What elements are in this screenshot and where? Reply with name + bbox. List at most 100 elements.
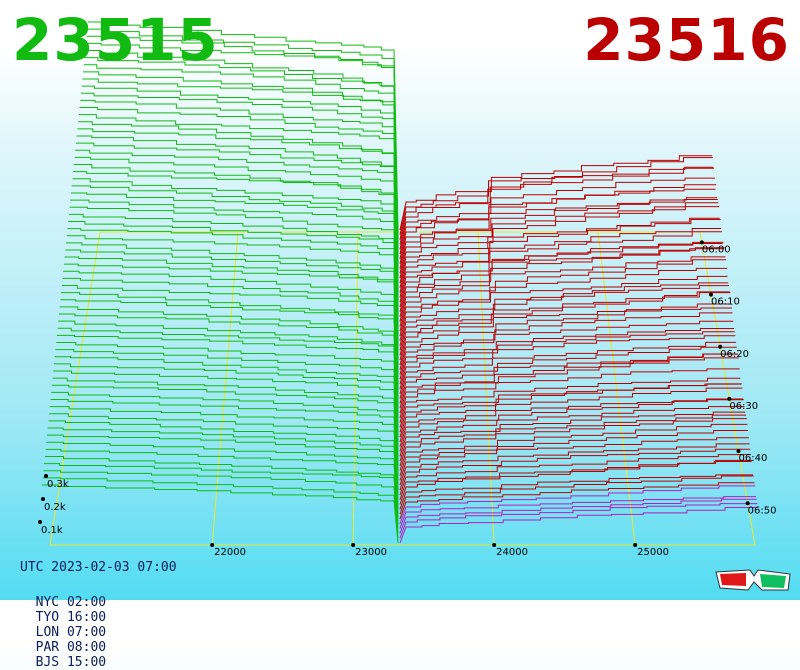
bid-depth-line [71, 192, 399, 346]
bid-depth-line [48, 420, 399, 500]
bid-depth-line [62, 277, 399, 404]
bid-depth-line [76, 135, 399, 308]
bid-depth-line [61, 292, 399, 414]
ask-depth-line [399, 475, 754, 515]
bid-depth-line [58, 320, 399, 433]
axis-labels: 22000 23000 24000 25000 06:00 06:10 06:20 06:30… [38, 240, 776, 558]
ask-depth-line [399, 437, 749, 481]
ask-depth-line [399, 454, 751, 496]
ask-depth-line [399, 167, 715, 245]
ask-depth-line [399, 206, 720, 279]
depth-chart: 22000 23000 24000 25000 06:00 06:10 06:20 06:30… [38, 21, 776, 558]
time-tick-mark [709, 292, 713, 297]
ask-depth-line [399, 448, 751, 491]
3d-glasses-icon[interactable] [714, 566, 792, 594]
bid-depth-line [47, 427, 399, 505]
ask-depth-lines [399, 155, 758, 544]
ask-depth-line [399, 291, 730, 351]
ask-depth-line [399, 231, 722, 298]
ask-depth-line [399, 259, 727, 327]
bid-depth-line [70, 199, 399, 351]
bid-depth-line [84, 57, 399, 255]
bid-depth-line [88, 21, 399, 231]
price-tick-label: 25000 [637, 547, 669, 558]
ask-depth-line [399, 331, 735, 385]
ask-depth-line [399, 377, 741, 423]
bid-depth-line [65, 249, 399, 385]
ask-depth-line [399, 357, 739, 414]
time-tick-mark [736, 449, 741, 454]
bid-depth-line [51, 391, 399, 481]
volume-tick-mark [44, 474, 48, 478]
time-tick-label: 06:20 [720, 349, 749, 360]
ask-depth-line [399, 248, 725, 312]
bid-depth-line [72, 178, 399, 336]
bid-depth-line [83, 71, 399, 264]
bid-depth-line [74, 156, 399, 322]
bid-depth-line [57, 327, 399, 438]
ask-depth-line [399, 398, 744, 443]
bid-depth-line [85, 49, 399, 250]
ask-depth-line [399, 256, 726, 322]
bid-depth-line [46, 434, 399, 510]
price-tick-label: 23000 [355, 547, 387, 558]
ask-price: 23516 [583, 6, 790, 74]
bid-depth-line [58, 313, 399, 428]
bid-depth-line [78, 114, 399, 293]
ask-depth-line [399, 275, 728, 337]
clock-tyo: TYO 16:00 [35, 610, 107, 625]
bid-depth-line [53, 370, 399, 466]
bid-depth-line [66, 235, 399, 375]
bid-depth-line [45, 448, 399, 519]
time-tick-label: 06:50 [748, 505, 777, 516]
time-tick-label: 06:00 [702, 244, 731, 255]
ask-depth-line [399, 267, 727, 332]
ask-depth-line [399, 155, 712, 231]
price-tick-mark [492, 543, 497, 547]
bid-depth-line [81, 85, 399, 274]
ask-depth-line [399, 498, 757, 534]
bid-depth-line [71, 185, 399, 341]
bid-depth-line [82, 78, 399, 269]
ask-depth-line [399, 459, 753, 505]
volume-tick-label: 0.3k [47, 479, 69, 490]
ask-depth-line [399, 383, 742, 433]
clock-par: PAR 08:00 [35, 640, 107, 655]
ask-depth-line [399, 202, 719, 274]
bid-depth-line [49, 406, 399, 491]
bid-depth-line [83, 64, 399, 259]
ask-depth-line [399, 307, 732, 365]
time-tick-label: 06:40 [739, 453, 768, 464]
bid-depth-line [44, 456, 399, 524]
bid-depth-line [73, 163, 399, 327]
ask-depth-line [399, 418, 747, 467]
ask-depth-line [399, 368, 740, 418]
clock-lon: LON 07:00 [35, 625, 107, 640]
ask-depth-line [399, 219, 721, 288]
ask-depth-line [399, 406, 745, 452]
price-tick-mark [351, 543, 356, 547]
time-tick-mark [727, 396, 732, 401]
ask-depth-line [399, 247, 725, 317]
ask-depth-line [399, 320, 734, 375]
ask-depth-line [399, 184, 717, 260]
bid-depth-line [55, 349, 399, 452]
bid-depth-line [42, 477, 399, 539]
clock-nyc: NYC 02:00 [35, 595, 107, 610]
bid-depth-line [60, 299, 399, 418]
ask-depth-line [399, 282, 729, 341]
ask-depth-line [399, 335, 736, 390]
ask-depth-line [399, 312, 733, 370]
bid-depth-line [75, 149, 399, 317]
bid-depth-line [75, 142, 399, 312]
bid-depth-line [61, 285, 399, 409]
ask-depth-line [399, 353, 738, 404]
ask-depth-line [399, 285, 729, 346]
ask-depth-line [399, 482, 755, 520]
bid-depth-line [54, 356, 399, 457]
ask-depth-line [399, 507, 758, 544]
ask-depth-line [399, 328, 734, 380]
bid-depth-line [85, 42, 399, 245]
bid-depth-lines [42, 21, 399, 544]
clock-bjs: BJS 15:00 [35, 655, 107, 670]
